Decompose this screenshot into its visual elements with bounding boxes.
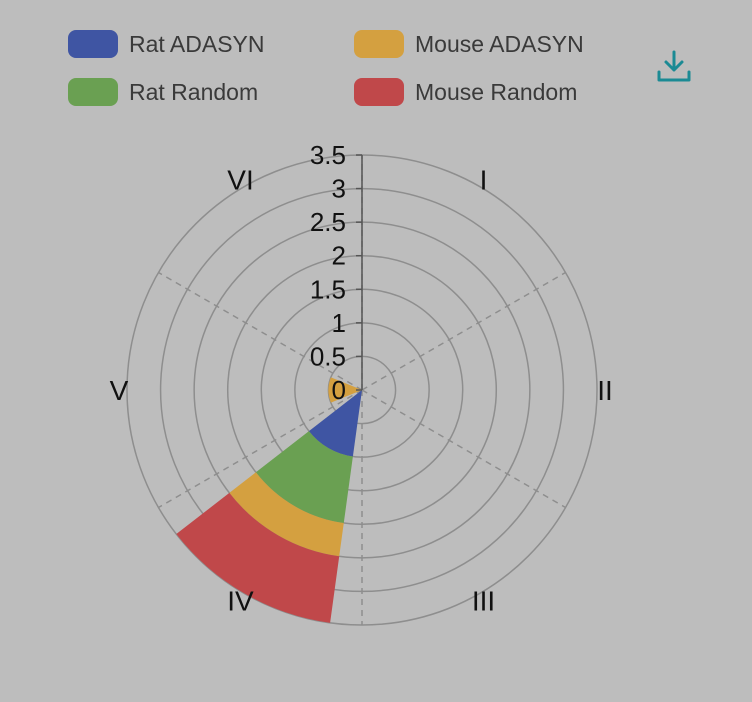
category-label: I — [480, 165, 488, 196]
radial-tick-label: 1.5 — [310, 274, 346, 304]
radial-tick-label: 2.5 — [310, 207, 346, 237]
radial-tick-label: 0 — [332, 375, 346, 405]
wedge — [308, 390, 362, 457]
legend-item-mouse-random[interactable]: Mouse Random — [354, 78, 577, 106]
radial-tick-label: 0.5 — [310, 341, 346, 371]
wedge — [255, 431, 353, 524]
wedge — [229, 472, 344, 557]
legend-label: Rat Random — [129, 78, 259, 105]
legend-item-mouse-adasyn[interactable]: Mouse ADASYN — [354, 30, 584, 58]
category-label: III — [472, 585, 495, 616]
radial-tick-label: 3.5 — [310, 140, 346, 170]
wedge — [328, 377, 362, 403]
grid-spoke — [361, 271, 566, 391]
wedge — [176, 492, 340, 623]
legend-swatch — [354, 30, 404, 58]
legend-swatch — [68, 78, 118, 106]
legend-item-rat-adasyn[interactable]: Rat ADASYN — [68, 30, 265, 58]
grid-spoke — [361, 389, 566, 509]
radial-tick-label: 2 — [332, 241, 346, 271]
download-button[interactable] — [655, 48, 693, 84]
legend-swatch — [354, 78, 404, 106]
legend-label: Mouse ADASYN — [415, 30, 584, 57]
category-label: V — [110, 375, 129, 406]
radial-tick-label: 3 — [332, 174, 346, 204]
legend-item-rat-random[interactable]: Rat Random — [68, 78, 258, 106]
radial-tick-label: 1 — [332, 308, 346, 338]
category-label: VI — [227, 165, 253, 196]
legend-label: Mouse Random — [415, 78, 578, 105]
legend-label: Rat ADASYN — [129, 30, 265, 57]
download-icon — [657, 50, 691, 82]
category-label: II — [597, 375, 613, 406]
legend-swatch — [68, 30, 118, 58]
category-label: IV — [227, 585, 254, 616]
